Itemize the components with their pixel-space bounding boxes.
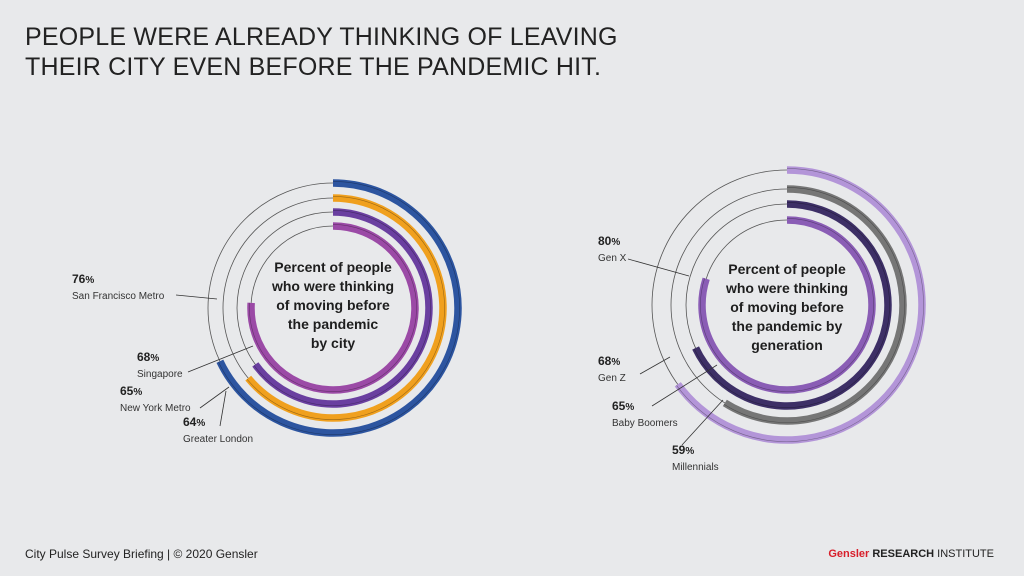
radial-chart-2: 80% Gen X 68% Gen Z 65% Baby Boomers 59% Millen…: [598, 166, 926, 473]
arc-millennials: [722, 185, 907, 425]
value-label-san-francisco-metro: 76%: [72, 272, 94, 286]
leader-greater-london: [219, 390, 227, 427]
page-title: PEOPLE WERE ALREADY THINKING OF LEAVING …: [25, 22, 665, 82]
center-label: Percent of people who were thinking of mov…: [271, 259, 394, 351]
arc-edge-singapore: [218, 181, 460, 435]
value-label-gen-z: 68%: [598, 354, 620, 368]
title-line-1: PEOPLE WERE ALREADY THINKING OF LEAVING: [25, 23, 618, 51]
arc-edge-new-york-metro: [253, 210, 431, 406]
footer-logo: Gensler RESEARCH INSTITUTE: [828, 548, 994, 560]
leader-baby-boomers: [651, 364, 718, 407]
arc-new-york-metro: [252, 208, 433, 408]
brand-institute: INSTITUTE: [937, 548, 994, 560]
arc-gen-z: [692, 200, 892, 410]
title-line-2: THEIR CITY EVEN BEFORE THE PANDEMIC HIT.: [25, 53, 602, 81]
arc-gen-x: [698, 216, 876, 394]
leader-gen-x: [627, 258, 690, 277]
leader-millennials: [681, 399, 724, 446]
arc-edge-san-francisco-metro: [249, 224, 417, 392]
series-label-millennials: Millennials: [672, 462, 719, 473]
arc-edge-millennials: [723, 187, 905, 423]
arc-edge-greater-london: [246, 196, 445, 420]
leader-new-york-metro: [199, 386, 230, 409]
arc-edge-baby-boomers: [676, 168, 924, 442]
arc-san-francisco-metro: [247, 222, 419, 394]
value-label-greater-london: 64%: [183, 415, 205, 429]
radial-chart-1: 76% San Francisco Metro 68% Singapore 65% New…: [72, 179, 462, 445]
series-label-san-francisco-metro: San Francisco Metro: [72, 291, 165, 302]
value-label-singapore: 68%: [137, 350, 159, 364]
brand-research: RESEARCH: [872, 548, 935, 560]
arc-greater-london: [245, 194, 447, 422]
leader-singapore: [187, 345, 254, 373]
series-label-greater-london: Greater London: [183, 434, 253, 445]
arc-singapore: [216, 179, 462, 437]
series-label-gen-x: Gen X: [598, 253, 627, 264]
leader-san-francisco-metro: [175, 294, 218, 300]
arc-edge-gen-z: [693, 202, 890, 408]
value-label-baby-boomers: 65%: [612, 399, 634, 413]
series-label-new-york-metro: New York Metro: [120, 403, 191, 414]
series-label-gen-z: Gen Z: [598, 373, 626, 384]
leader-gen-z: [639, 356, 671, 375]
series-label-singapore: Singapore: [137, 369, 183, 380]
series-label-baby-boomers: Baby Boomers: [612, 418, 678, 429]
brand-name: Gensler: [828, 548, 870, 560]
footer-credit: City Pulse Survey Briefing | © 2020 Gens…: [25, 547, 258, 561]
value-label-gen-x: 80%: [598, 234, 620, 248]
value-label-millennials: 59%: [672, 443, 694, 457]
arc-edge-gen-x: [700, 218, 874, 392]
arc-baby-boomers: [674, 166, 926, 444]
center-label: Percent of people who were thinking of mov…: [725, 261, 848, 353]
value-label-new-york-metro: 65%: [120, 384, 142, 398]
